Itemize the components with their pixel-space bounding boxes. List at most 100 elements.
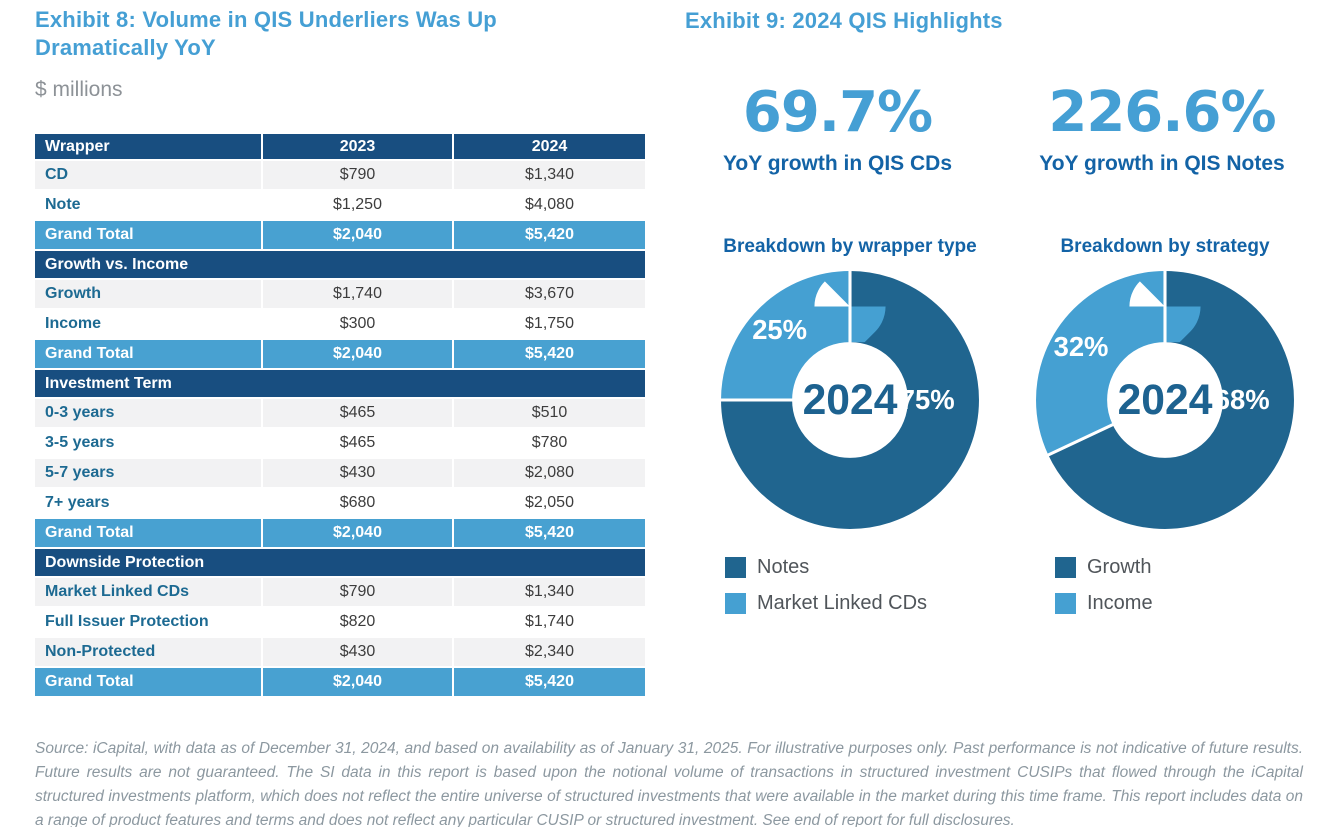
grand-total-label: Grand Total [35,668,263,698]
strategy-chart-block: Breakdown by strategy 2024 68% 32% Growth… [1020,236,1310,628]
value-2024: $1,750 [454,310,645,340]
table-row: Income $300 $1,750 [35,310,645,340]
value-2023: $465 [263,399,454,429]
strategy-donut: 2024 68% 32% [1020,270,1310,530]
slice-percent-label: 25% [752,314,807,345]
exhibit9-title: Exhibit 9: 2024 QIS Highlights [685,8,1003,33]
legend-swatch [1055,557,1076,578]
value-2023: $300 [263,310,454,340]
value-2023: $820 [263,608,454,638]
stat-label: YoY growth in QIS Notes [1039,152,1285,175]
value-2023: $430 [263,459,454,489]
legend-swatch [1055,593,1076,614]
table-row: Growth $1,740 $3,670 [35,280,645,310]
value-2023: $430 [263,638,454,668]
row-label: 0-3 years [35,399,263,429]
grand-total-2023: $2,040 [263,519,454,549]
value-2024: $2,050 [454,489,645,519]
row-label: Market Linked CDs [35,578,263,608]
table-header: Wrapper 2023 2024 [35,134,645,161]
section-header-row: Investment Term [35,370,645,399]
table-row: Non-Protected $430 $2,340 [35,638,645,668]
value-2024: $510 [454,399,645,429]
grand-total-2024: $5,420 [454,340,645,370]
value-2023: $465 [263,429,454,459]
donut-chart: 2024 75% 25% [720,270,979,529]
slice-percent-label: 68% [1215,384,1270,415]
exhibit8-section: Exhibit 8: Volume in QIS Underliers Was … [35,6,649,698]
grand-total-2024: $5,420 [454,519,645,549]
row-label: Growth [35,280,263,310]
grand-total-label: Grand Total [35,340,263,370]
table-row: Market Linked CDs $790 $1,340 [35,578,645,608]
donut-charts: Breakdown by wrapper type 2024 75% 25% No… [685,236,1334,628]
stat-label: YoY growth in QIS CDs [722,152,953,175]
slice-percent-label: 32% [1054,331,1109,362]
source-disclaimer: Source: iCapital, with data as of Decemb… [35,740,1303,827]
grand-total-row: Grand Total $2,040 $5,420 [35,221,645,251]
legend-label: Income [1087,592,1153,614]
value-2023: $790 [263,161,454,191]
table-row: 0-3 years $465 $510 [35,399,645,429]
legend-item-growth: Growth [1055,556,1310,579]
value-2024: $1,340 [454,578,645,608]
donut-center-year: 2024 [1118,376,1213,424]
grand-total-label: Grand Total [35,519,263,549]
table-row: Full Issuer Protection $820 $1,740 [35,608,645,638]
table-row: 7+ years $680 $2,050 [35,489,645,519]
table-row: 3-5 years $465 $780 [35,429,645,459]
row-label: Full Issuer Protection [35,608,263,638]
wrapper-type-donut: 2024 75% 25% [690,270,1010,530]
legend-label: Notes [757,556,810,578]
section-header-row: Growth vs. Income [35,251,645,280]
stat-notes-growth: 226.6% YoY growth in QIS Notes [990,82,1334,176]
table-row: 5-7 years $430 $2,080 [35,459,645,489]
legend-item-market-linked-cds: Market Linked CDs [725,592,1010,615]
exhibit8-subtitle: $ millions [35,78,123,101]
grand-total-row: Grand Total $2,040 $5,420 [35,519,645,549]
column-header-2024: 2024 [454,134,645,161]
exhibit8-table-body: CD $790 $1,340 Note $1,250 $4,080 Grand … [35,161,645,698]
value-2024: $1,340 [454,161,645,191]
stat-cds-growth: 69.7% YoY growth in QIS CDs [685,82,990,176]
stat-value: 69.7% [742,80,933,145]
value-2024: $4,080 [454,191,645,221]
legend-label: Market Linked CDs [757,592,928,614]
strategy-legend: Growth Income [1055,556,1310,615]
table-header-row: Wrapper 2023 2024 [35,134,645,161]
slice-percent-label: 75% [900,384,955,415]
chart-title: Breakdown by wrapper type [723,236,977,257]
value-2024: $2,080 [454,459,645,489]
highlight-stats: 69.7% YoY growth in QIS CDs 226.6% YoY g… [685,82,1334,176]
legend-item-income: Income [1055,592,1310,615]
value-2023: $790 [263,578,454,608]
grand-total-row: Grand Total $2,040 $5,420 [35,668,645,698]
row-label: 7+ years [35,489,263,519]
value-2023: $680 [263,489,454,519]
value-2024: $3,670 [454,280,645,310]
value-2023: $1,740 [263,280,454,310]
legend-item-notes: Notes [725,556,1010,579]
row-label: 5-7 years [35,459,263,489]
chart-title: Breakdown by strategy [1060,236,1270,257]
grand-total-label: Grand Total [35,221,263,251]
value-2024: $780 [454,429,645,459]
grand-total-2024: $5,420 [454,221,645,251]
value-2024: $2,340 [454,638,645,668]
wrapper-type-chart-block: Breakdown by wrapper type 2024 75% 25% No… [690,236,1010,628]
row-label: CD [35,161,263,191]
grand-total-2023: $2,040 [263,340,454,370]
grand-total-2023: $2,040 [263,221,454,251]
section-header-label: Investment Term [35,370,645,399]
section-header-label: Downside Protection [35,549,645,578]
table-row: CD $790 $1,340 [35,161,645,191]
row-label: 3-5 years [35,429,263,459]
exhibit8-table: Wrapper 2023 2024 CD $790 $1,340 Note $1… [35,134,645,698]
donut-chart: 2024 68% 32% [1036,270,1294,529]
row-label: Non-Protected [35,638,263,668]
grand-total-row: Grand Total $2,040 $5,420 [35,340,645,370]
value-2024: $1,740 [454,608,645,638]
legend-swatch [725,557,746,578]
legend-swatch [725,593,746,614]
